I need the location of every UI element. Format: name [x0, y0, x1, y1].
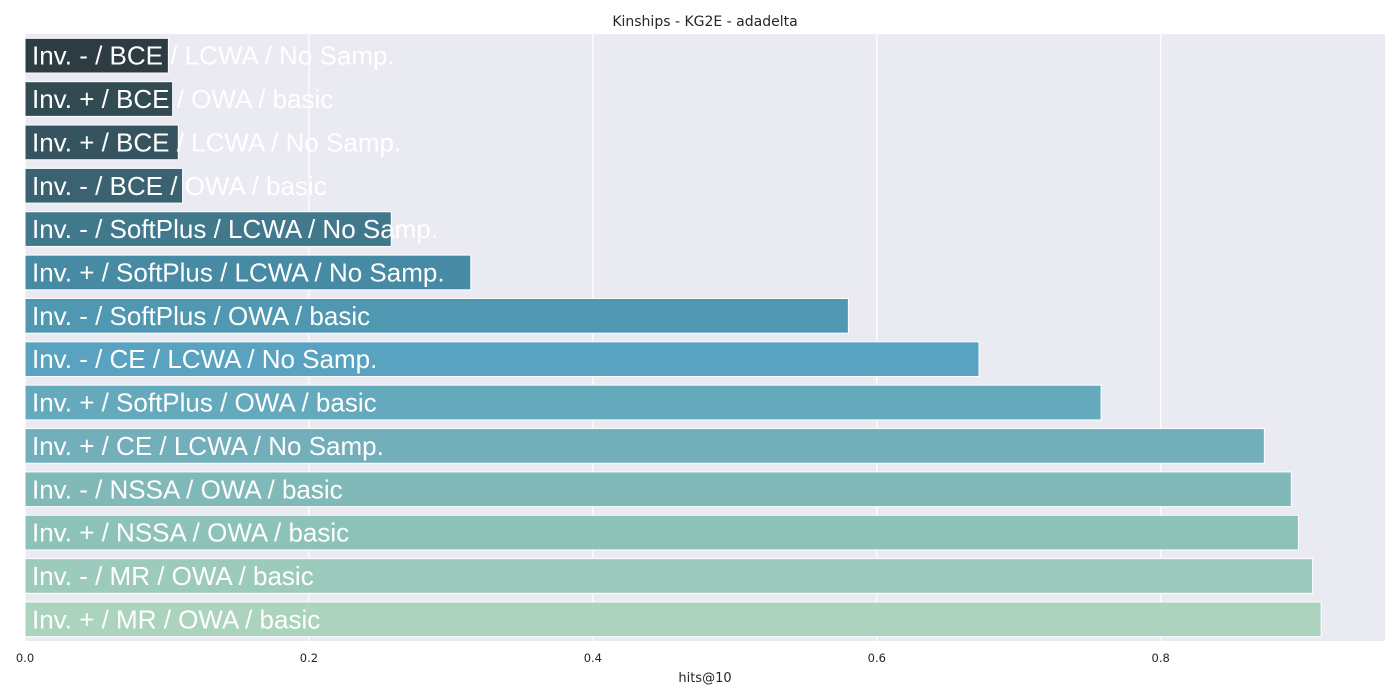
bar-label-13: Inv. + / MR / OWA / basic	[32, 604, 320, 634]
bar-13	[24, 601, 1322, 638]
bar-5	[24, 254, 472, 291]
bar-label-1: Inv. + / BCE / OWA / basic	[32, 84, 333, 114]
bar-12	[24, 558, 1314, 594]
bar-label-2: Inv. + / BCE / LCWA / No Samp.	[32, 127, 401, 157]
bar-label-9: Inv. + / CE / LCWA / No Samp.	[32, 431, 384, 461]
bar-label-7: Inv. - / CE / LCWA / No Samp.	[32, 344, 377, 374]
x-tick-label-0: 0.0	[16, 651, 34, 665]
x-tick-label-2: 0.4	[584, 651, 602, 665]
bar-label-10: Inv. - / NSSA / OWA / basic	[32, 474, 343, 504]
bar-6	[24, 297, 849, 334]
bars	[24, 37, 1322, 638]
bar-label-0: Inv. - / BCE / LCWA / No Samp.	[32, 41, 395, 71]
x-axis-label: hits@10	[678, 671, 731, 686]
bar-label-8: Inv. + / SoftPlus / OWA / basic	[32, 388, 377, 418]
bar-label-3: Inv. - / BCE / OWA / basic	[32, 171, 327, 201]
bar-8	[24, 384, 1102, 421]
bar-0	[24, 37, 169, 74]
bar-10	[24, 471, 1292, 508]
bar-7	[24, 341, 980, 378]
bar-1	[24, 81, 174, 117]
bar-2	[24, 124, 179, 161]
bar-label-4: Inv. - / SoftPlus / LCWA / No Samp.	[32, 214, 438, 244]
x-tick-label-3: 0.6	[868, 651, 886, 665]
bar-label-6: Inv. - / SoftPlus / OWA / basic	[32, 301, 370, 331]
bar-11	[24, 514, 1299, 551]
bar-9	[24, 428, 1265, 464]
bar-labels: Inv. - / BCE / LCWA / No Samp. Inv. + / B…	[32, 41, 445, 635]
x-ticks: 0.0 0.2 0.4 0.6 0.8	[16, 651, 1170, 665]
x-tick-label-1: 0.2	[300, 651, 318, 665]
bar-label-11: Inv. + / NSSA / OWA / basic	[32, 518, 349, 548]
chart-title: Kinships - KG2E - adadelta	[612, 14, 797, 30]
bar-3	[24, 167, 184, 204]
bar-label-5: Inv. + / SoftPlus / LCWA / No Samp.	[32, 257, 445, 287]
bar-label-12: Inv. - / MR / OWA / basic	[32, 561, 314, 591]
x-tick-label-4: 0.8	[1152, 651, 1170, 665]
bar-4	[24, 211, 392, 247]
